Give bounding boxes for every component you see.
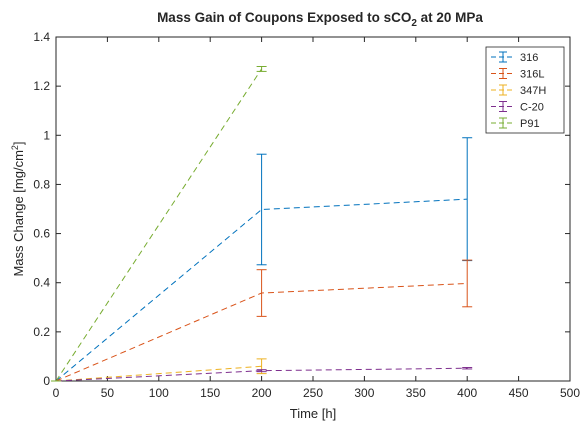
- legend-label: 316: [520, 52, 538, 64]
- y-tick-label: 0.4: [33, 276, 50, 290]
- series-p91: [51, 65, 267, 382]
- y-axis-label-superscript: 2: [10, 145, 20, 150]
- y-tick-label: 1.2: [33, 79, 50, 93]
- x-tick-label: 200: [252, 386, 272, 400]
- x-tick-label: 450: [509, 386, 529, 400]
- legend-label: 347H: [520, 85, 546, 97]
- y-tick-label: 0.2: [33, 325, 50, 339]
- x-tick-label: 0: [53, 386, 60, 400]
- x-tick-label: 50: [101, 386, 115, 400]
- y-tick-label: 1.4: [33, 30, 50, 44]
- x-tick-label: 400: [457, 386, 477, 400]
- y-axis-label-end: ]: [11, 141, 26, 145]
- y-tick-label: 0: [43, 374, 50, 388]
- y-axis-label-main: Mass Change [mg/cm: [11, 150, 26, 276]
- chart-title: Mass Gain of Coupons Exposed to sCO2 at …: [157, 10, 483, 29]
- x-axis-label: Time [h]: [290, 406, 336, 421]
- x-tick-label: 100: [149, 386, 169, 400]
- x-tick-label: 350: [406, 386, 426, 400]
- series-line: [55, 198, 468, 382]
- y-tick-label: 1: [43, 128, 50, 142]
- tick-group: 0 50 100 150 200 250 300 350 400 450 500 0 0.2 0.4 0.6…: [33, 30, 580, 400]
- series-layer: [51, 65, 473, 382]
- legend: 316 316L 347H C-20 P91: [485, 46, 565, 134]
- series-316l: [51, 259, 473, 382]
- y-tick-label: 0.8: [33, 177, 50, 191]
- y-axis-label: Mass Change [mg/cm2]: [10, 141, 26, 276]
- x-tick-label: 150: [200, 386, 220, 400]
- series-line: [55, 68, 263, 382]
- plot-area: [55, 36, 571, 382]
- x-tick-label: 300: [354, 386, 374, 400]
- chart-title-subscript: 2: [411, 18, 417, 29]
- x-tick-label: 500: [560, 386, 580, 400]
- x-tick-label: 250: [303, 386, 323, 400]
- legend-item: 347H: [491, 84, 546, 97]
- legend-label: 316L: [520, 69, 544, 81]
- legend-label: P91: [520, 118, 540, 130]
- series-line: [55, 365, 262, 382]
- chart-title-main: Mass Gain of Coupons Exposed to sCO: [157, 10, 411, 25]
- legend-label: C-20: [520, 102, 544, 114]
- chart-title-suffix: at 20 MPa: [417, 10, 484, 25]
- legend-item: P91: [491, 117, 540, 130]
- legend-item: 316: [491, 51, 538, 64]
- y-tick-label: 0.6: [33, 227, 50, 241]
- legend-item: C-20: [491, 101, 544, 114]
- legend-item: 316L: [491, 68, 544, 81]
